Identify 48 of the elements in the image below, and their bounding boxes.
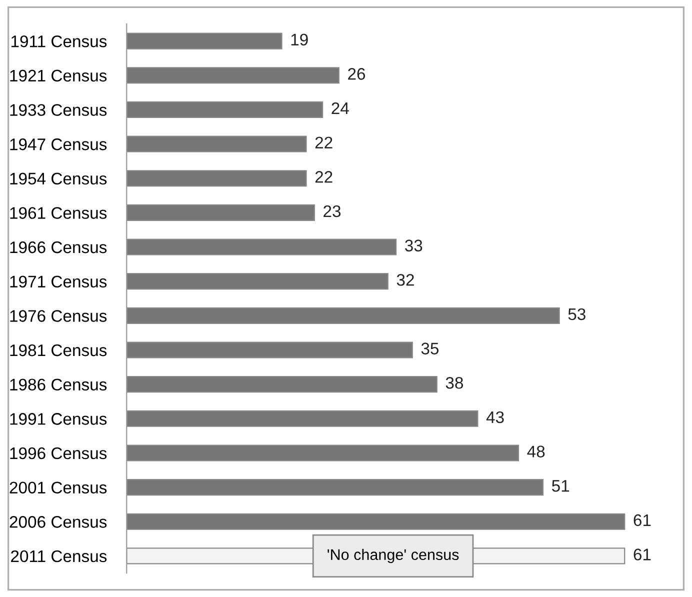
bar [126,273,388,290]
bar [126,376,438,393]
y-tick-label: 1911 Census [11,35,107,48]
annotation: 'No change' census [328,548,459,564]
bar [126,204,315,221]
y-tick-label: 1976 Census [10,310,107,322]
bar [126,444,520,462]
data-label: 22 [315,136,332,148]
y-tick-label: 1947 Census [10,138,107,150]
y-tick-label: 1921 Census [10,70,107,82]
bar [126,170,307,187]
y-tick-label: 1966 Census [10,241,107,254]
bar [126,479,544,496]
data-label: 48 [527,446,545,458]
data-label: 61 [634,548,651,560]
bar [126,410,478,427]
bar [126,136,307,152]
data-label: 32 [396,274,414,286]
data-label: 22 [315,171,332,183]
y-tick-label: 1933 Census [10,104,107,116]
data-label: 35 [421,342,439,354]
bar [126,67,340,84]
data-label: 19 [291,34,308,46]
bar [126,238,397,256]
data-label: 43 [486,411,504,424]
y-tick-label: 1986 Census [10,378,107,391]
y-tick-label: 1996 Census [10,447,107,460]
data-label: 24 [332,102,349,114]
y-tick-label: 2001 Census [10,482,107,494]
bar [126,513,626,530]
data-label: 38 [446,376,463,389]
bar [126,307,560,324]
y-tick-label: 1961 Census [10,207,107,219]
data-label: 26 [348,68,366,80]
y-tick-label: 2011 Census [11,550,107,562]
bar [126,101,324,118]
y-tick-label: 1991 Census [10,413,107,425]
y-tick-label: 1971 Census [10,276,107,288]
data-label: 23 [324,205,341,218]
data-label: 33 [405,240,422,252]
y-tick-label: 1981 Census [10,344,107,356]
bar [126,32,282,50]
y-tick-label: 2006 Census [10,516,107,528]
data-label: 61 [634,514,651,526]
data-label: 53 [568,308,586,320]
y-tick-label: 1954 Census [10,172,107,185]
data-label: 51 [552,480,570,492]
bar [126,342,413,358]
